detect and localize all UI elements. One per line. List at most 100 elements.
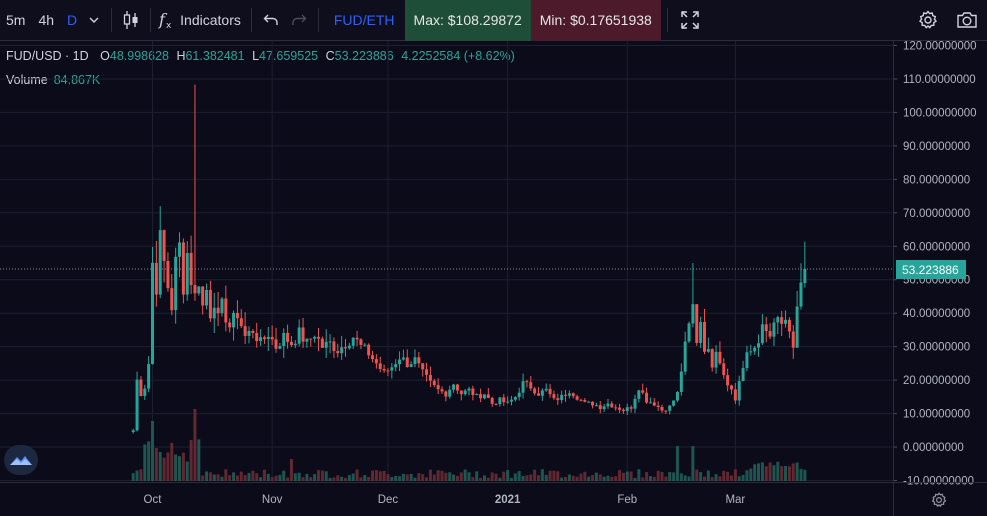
volume-bar — [232, 472, 236, 481]
candle-body — [197, 286, 201, 294]
candle-body — [135, 379, 139, 431]
volume-bar — [506, 470, 510, 481]
candle-body — [417, 357, 421, 364]
interval-5m-button[interactable]: 5m — [6, 12, 26, 28]
candle-body — [567, 393, 571, 396]
volume-bar — [386, 474, 390, 481]
volume-bar — [737, 476, 741, 481]
candle-body — [428, 374, 432, 381]
low-label: L — [252, 49, 260, 63]
candle-body — [587, 401, 591, 403]
candle-body — [672, 400, 676, 406]
price-chart[interactable]: 120.00000000 110.00000000 100.00000000 90.0… — [0, 41, 987, 516]
high-value: 61.382481 — [185, 49, 245, 63]
volume-bar — [162, 457, 166, 481]
candle-body — [266, 336, 270, 339]
symbol-label: FUD/USD · 1D — [6, 49, 89, 63]
volume-bar — [675, 446, 679, 481]
candlestick-icon[interactable] — [117, 0, 145, 41]
camera-icon[interactable] — [947, 0, 987, 41]
interval-d-button[interactable]: D — [67, 12, 78, 28]
candle-body — [695, 304, 699, 343]
candle-body — [432, 380, 436, 386]
volume-bar — [776, 461, 780, 481]
candle-body — [344, 347, 347, 349]
candle-body — [208, 290, 212, 319]
volume-bar — [533, 469, 537, 481]
volume-bar — [367, 477, 371, 481]
toolbar-divider — [666, 8, 668, 32]
pair-selector[interactable]: FUD/ETH — [333, 12, 395, 28]
candle-body — [494, 403, 498, 405]
toolbar-divider — [250, 8, 252, 32]
volume-bar — [212, 474, 216, 481]
volume-bar — [691, 446, 695, 481]
candle-body — [776, 317, 780, 323]
candle-body — [367, 344, 371, 356]
volume-bar — [583, 471, 587, 481]
price-tick-label: 60.00000000 — [903, 241, 970, 253]
candlestick-series — [131, 84, 807, 434]
candle-body — [799, 282, 803, 307]
volume-bar — [753, 464, 757, 481]
candle-body — [247, 330, 251, 336]
candle-body — [606, 403, 610, 407]
volume-bar — [135, 470, 139, 481]
volume-bar — [417, 473, 421, 481]
candle-body — [556, 398, 560, 401]
volume-bar — [513, 473, 517, 481]
volume-bar — [440, 470, 444, 481]
candle-body — [239, 318, 243, 327]
candle-body — [224, 298, 228, 323]
volume-bar — [181, 452, 185, 481]
candle-body — [328, 341, 332, 343]
candle-body — [235, 312, 239, 319]
volume-bar — [772, 465, 776, 481]
volume-bar — [564, 476, 568, 481]
candle-body — [656, 405, 660, 407]
candle-body — [289, 341, 293, 346]
candle-body — [490, 398, 494, 404]
candle-body — [440, 389, 444, 392]
volume-bar — [143, 444, 147, 481]
candle-body — [691, 304, 695, 324]
gear-icon[interactable] — [909, 0, 947, 41]
svg-text:f: f — [158, 10, 168, 29]
chevron-down-icon[interactable] — [82, 0, 106, 41]
price-tick-label: 20.00000000 — [903, 375, 970, 387]
price-tick-label: 80.00000000 — [903, 174, 970, 186]
candle-body — [787, 319, 791, 332]
candle-body — [471, 388, 475, 395]
candle-body — [795, 306, 799, 348]
interval-4h-button[interactable]: 4h — [38, 12, 55, 28]
candle-body — [452, 384, 456, 390]
volume-bar — [178, 456, 182, 481]
volume-label: Volume — [6, 73, 48, 87]
volume-bar — [660, 471, 664, 481]
volume-bar — [216, 474, 220, 481]
candle-body — [459, 390, 463, 395]
candle-body — [282, 333, 286, 347]
candle-body — [336, 351, 340, 354]
candle-body — [359, 339, 363, 345]
candle-body — [753, 347, 757, 352]
volume-bar — [537, 475, 540, 481]
volume-bar — [598, 474, 602, 481]
volume-bar — [475, 471, 479, 481]
volume-bar — [463, 469, 467, 481]
candle-body — [803, 268, 807, 284]
axis-settings-gear-icon[interactable] — [928, 489, 950, 511]
candle-body — [243, 326, 247, 336]
candle-body — [189, 252, 193, 286]
candle-body — [378, 363, 382, 369]
volume-bar — [332, 477, 336, 481]
undo-icon[interactable] — [257, 0, 285, 41]
candle-body — [216, 307, 220, 314]
fullscreen-icon[interactable] — [673, 0, 707, 41]
candle-body — [533, 388, 537, 394]
tradingview-logo-icon[interactable] — [4, 445, 38, 475]
redo-icon[interactable] — [285, 0, 313, 41]
volume-bar — [328, 477, 332, 481]
indicators-button[interactable]: Indicators — [180, 12, 241, 28]
